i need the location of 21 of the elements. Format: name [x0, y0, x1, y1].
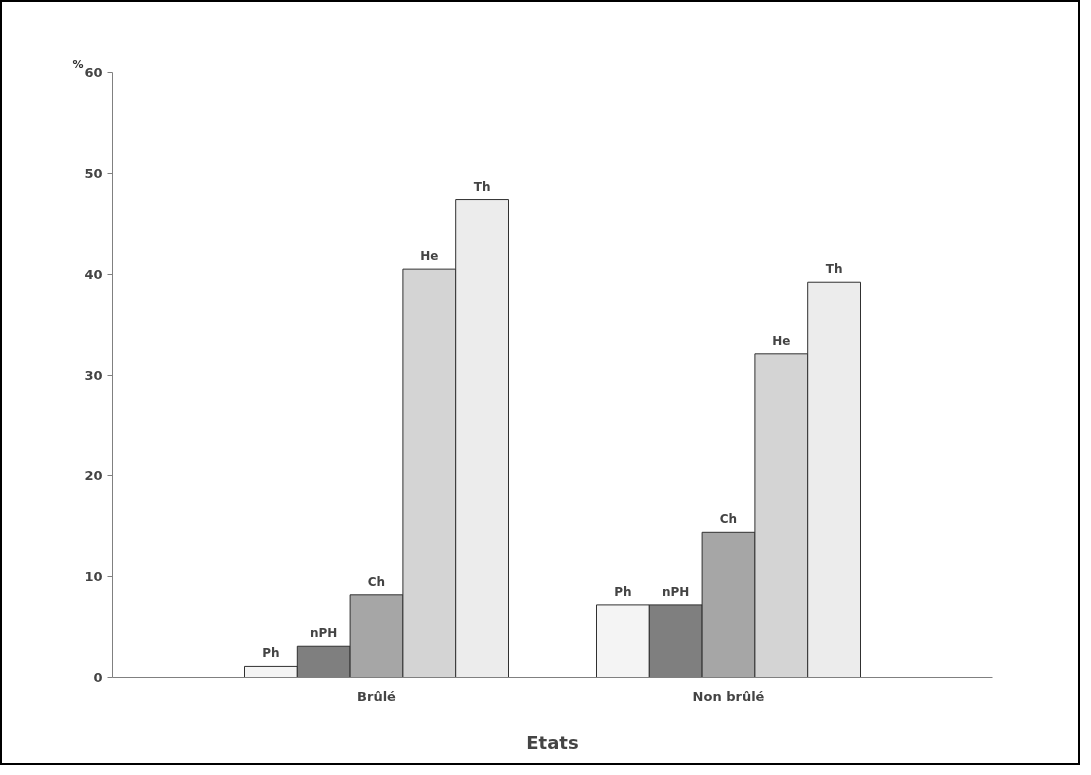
series-label: nPH [310, 626, 338, 641]
y-tick-label: 0 [93, 670, 103, 685]
y-tick-label: 20 [84, 468, 103, 484]
x-tick-label: Brûlé [357, 688, 397, 704]
text: nPH [662, 584, 690, 599]
text: He [772, 333, 791, 348]
text: Ch [719, 512, 738, 527]
series-label: He [420, 249, 439, 264]
series-label: Th [473, 179, 491, 194]
series-label: Ch [367, 574, 386, 589]
text: Ph [614, 584, 632, 599]
x-axis-title: Etats [526, 731, 579, 753]
series-label: Ph [262, 646, 280, 661]
y-tick-label: 60 [84, 65, 103, 80]
y-axis-title: % [72, 57, 84, 71]
y-tick-label: 10 [84, 569, 103, 585]
y-tick-label: 30 [84, 367, 103, 383]
x-tick-label: Non brûlé [692, 688, 765, 704]
y-tick-label: 40 [84, 266, 103, 282]
y-tick-label: 50 [84, 165, 103, 181]
text: Th [825, 262, 843, 277]
